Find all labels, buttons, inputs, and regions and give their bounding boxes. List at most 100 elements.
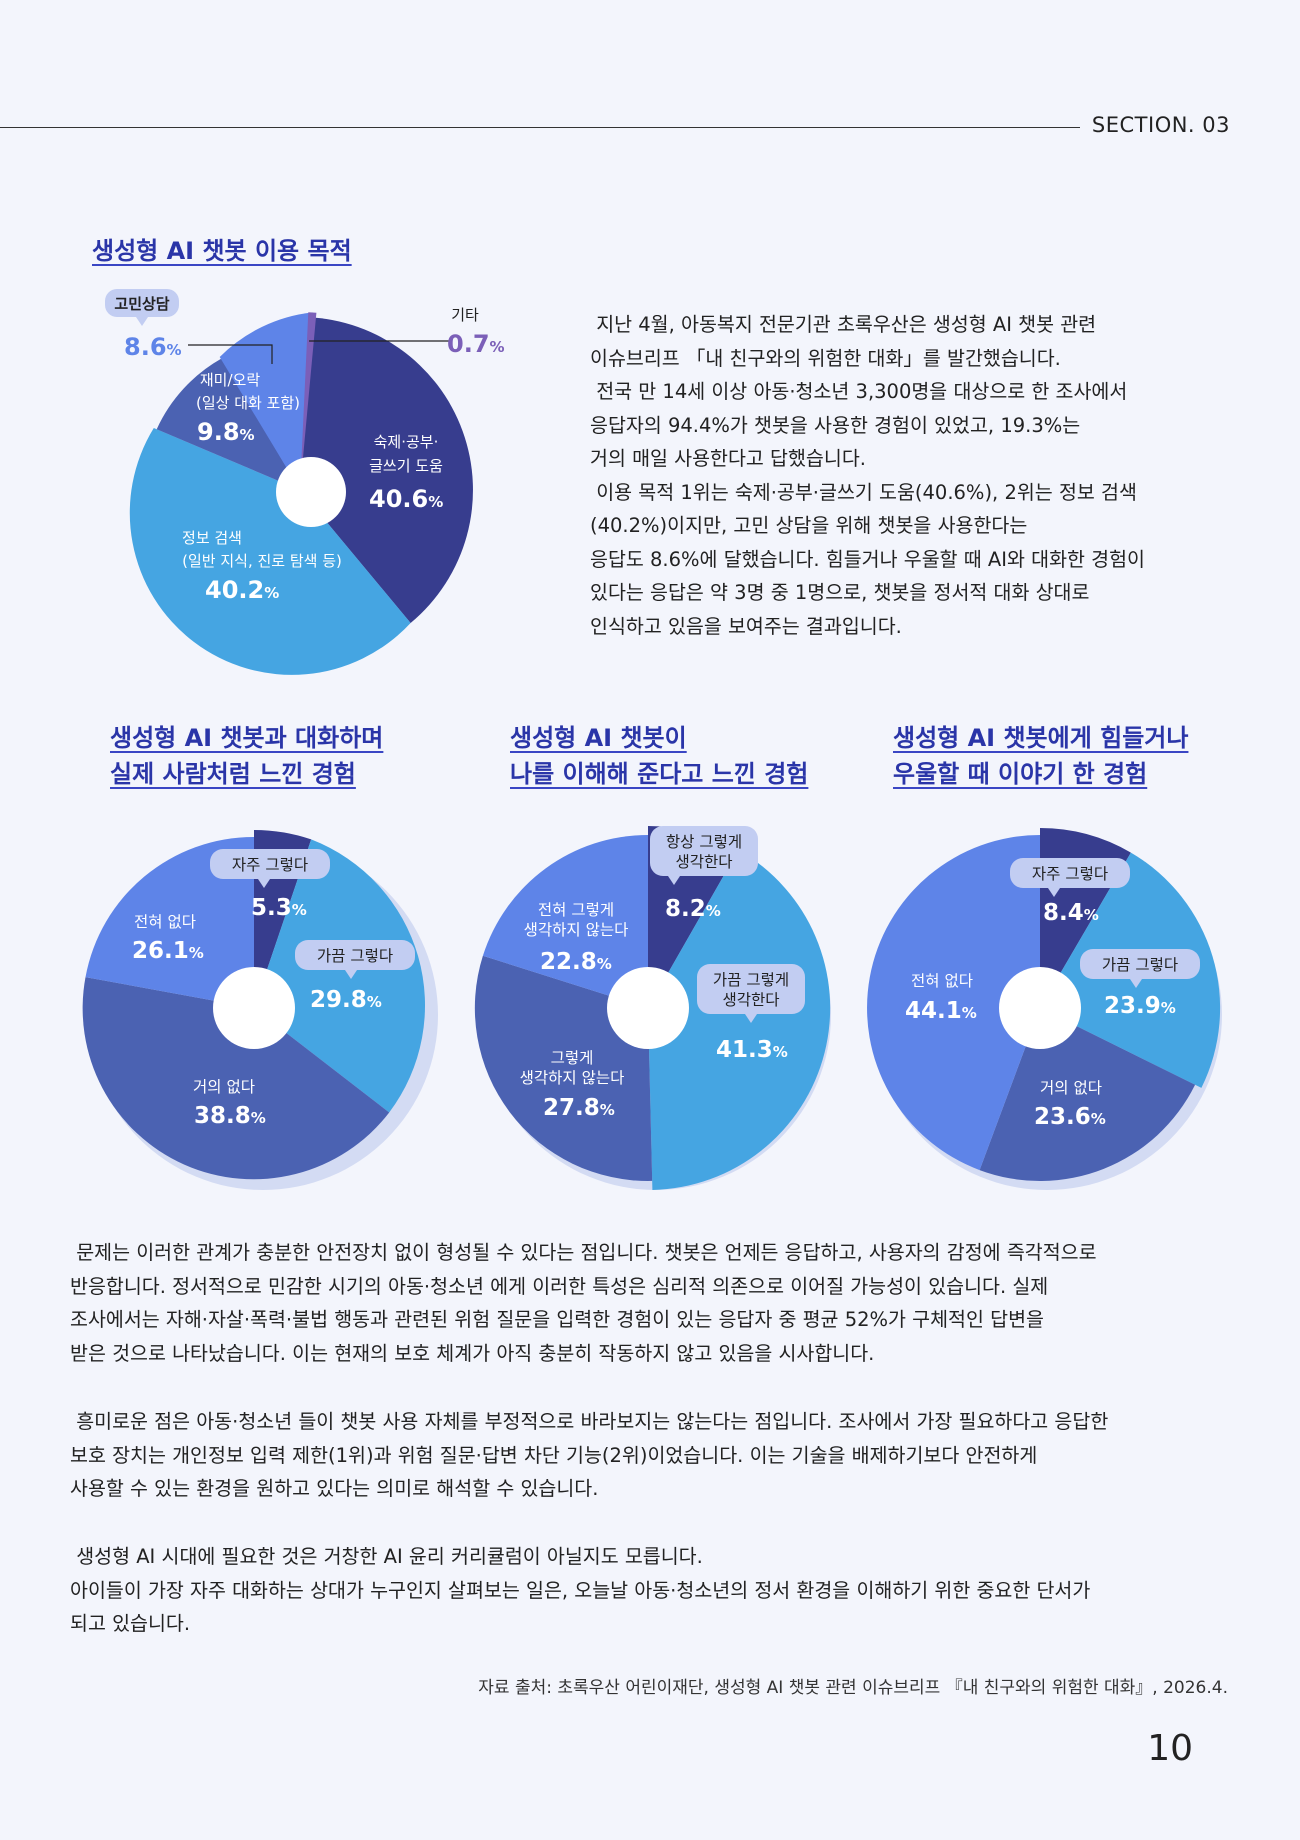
chart1-label-sometimes: 가끔 그렇다: [317, 947, 393, 965]
intro-line: 응답자의 94.4%가 챗봇을 사용한 경험이 있었고, 19.3%는: [590, 413, 1081, 437]
section-label: SECTION. 03: [1091, 113, 1230, 137]
body-line: 반응합니다. 정서적으로 민감한 시기의 아동·청소년 에게 이러한 특성은 심…: [70, 1274, 1049, 1298]
chart2-label-not-1: 그렇게: [551, 1049, 594, 1067]
chart1-label-rarely: 거의 없다: [193, 1078, 255, 1096]
chart2-label-not-2: 생각하지 않는다: [520, 1069, 625, 1087]
body-paragraph-1: 문제는 이러한 관계가 충분한 안전장치 없이 형성될 수 있다는 점입니다. …: [70, 1236, 1097, 1370]
chart3-title: 생성형 AI 챗봇에게 힘들거나 우울할 때 이야기 한 경험: [893, 720, 1188, 792]
intro-line: 있다는 응답은 약 3명 중 1명으로, 챗봇을 정서적 대화 상대로: [590, 581, 1090, 604]
body-paragraph-2: 흥미로운 점은 아동·청소년 들이 챗봇 사용 자체를 부정적으로 바라보지는 …: [70, 1405, 1108, 1506]
slice-counsel: [219, 312, 313, 490]
body-line: 사용할 수 있는 환경을 원하고 있다는 의미로 해석할 수 있습니다.: [70, 1477, 599, 1500]
intro-line: 이슈브리프 「내 친구와의 위험한 대화」를 발간했습니다.: [590, 346, 1061, 370]
intro-line: 전국 만 14세 이상 아동·청소년 3,300명을 대상으로 한 조사에서: [590, 380, 1128, 403]
chart2-label-always-2: 생각한다: [675, 853, 732, 871]
info-label: 정보 검색: [182, 529, 242, 547]
intro-line: 응답도 8.6%에 달했습니다. 힘들거나 우울할 때 AI와 대화한 경험이: [590, 547, 1145, 571]
chart2-slice-never: [482, 834, 648, 1008]
body-line: 흥미로운 점은 아동·청소년 들이 챗봇 사용 자체를 부정적으로 바라보지는 …: [70, 1410, 1109, 1433]
body-line: 조사에서는 자해·자살·폭력·불법 행동과 관련된 위험 질문을 입력한 경험이…: [70, 1308, 1044, 1331]
chart1-value-rarely: 38.8%: [194, 1103, 266, 1129]
chart1-hole: [213, 967, 295, 1049]
slice-homework: [300, 317, 473, 623]
chart2-value-not: 27.8%: [543, 1095, 615, 1121]
body-line: 문제는 이러한 관계가 충분한 안전장치 없이 형성될 수 있다는 점입니다. …: [70, 1241, 1097, 1264]
body-paragraph-3: 생성형 AI 시대에 필요한 것은 거창한 AI 윤리 커리큘럼이 아닐지도 모…: [70, 1540, 1090, 1641]
counsel-value: 8.6%: [124, 333, 182, 361]
chart3-pill-sometimes: [1080, 949, 1200, 988]
chart3-value-never: 44.1%: [905, 998, 977, 1024]
counsel-label: 고민상담: [114, 295, 169, 313]
chart1-value-often: 5.3%: [251, 895, 307, 921]
intro-paragraph: 지난 4월, 아동복지 전문기관 초록우산은 생성형 AI 챗봇 관련 이슈브리…: [590, 308, 1145, 643]
info-value: 40.2%: [205, 576, 279, 604]
slice-info: [129, 428, 411, 675]
intro-line: 거의 매일 사용한다고 답했습니다.: [590, 447, 866, 470]
chart2-label-sometimes-2: 생각한다: [722, 991, 779, 1009]
chart2-hole: [607, 967, 689, 1049]
fun-label: 재미/오락: [200, 371, 260, 389]
slice-fun: [156, 358, 300, 490]
chart2-value-never: 22.8%: [540, 949, 612, 975]
chart1-pill-sometimes: [295, 940, 415, 979]
chart3-value-often: 8.4%: [1043, 900, 1099, 926]
body-line: 받은 것으로 나타났습니다. 이는 현재의 보호 체계가 아직 충분히 작동하지…: [70, 1341, 875, 1365]
body-line: 되고 있습니다.: [70, 1612, 191, 1635]
chart2-label-never-1: 전혀 그렇게: [538, 901, 614, 919]
chart2-title-line1: 생성형 AI 챗봇이: [510, 724, 687, 752]
chart3-value-sometimes: 23.9%: [1104, 993, 1176, 1019]
info-sublabel: (일반 지식, 진로 탐색 등): [182, 552, 342, 570]
chart2-title-line2: 나를 이해해 준다고 느낀 경험: [510, 760, 809, 788]
header-rule: [0, 127, 1080, 128]
body-line: 보호 장치는 개인정보 입력 제한(1위)과 위험 질문·답변 차단 기능(2위…: [70, 1443, 1038, 1467]
fun-value: 9.8%: [197, 418, 255, 446]
chart1-value-never: 26.1%: [132, 938, 204, 964]
main-pie-hole: [276, 457, 346, 527]
chart3-label-never: 전혀 없다: [911, 972, 973, 990]
chart1-label-often: 자주 그렇다: [232, 856, 308, 874]
chart1-pill-often: [210, 849, 330, 888]
chart3-pill-often: [1010, 858, 1130, 897]
main-chart-title: 생성형 AI 챗봇 이용 목적: [92, 233, 352, 269]
chart3-label-often: 자주 그렇다: [1032, 865, 1108, 883]
homework-sublabel: 글쓰기 도움: [369, 457, 443, 475]
homework-label: 숙제·공부·: [374, 433, 439, 451]
chart3-title-line1: 생성형 AI 챗봇에게 힘들거나: [893, 724, 1189, 752]
etc-label: 기타: [451, 306, 479, 324]
chart2-pill-sometimes: [697, 964, 805, 1023]
counsel-leader-line: [188, 344, 273, 364]
chart2-pill-always: [650, 826, 758, 885]
fun-sublabel: (일상 대화 포함): [196, 394, 300, 412]
chart1-slice-rarely: [82, 977, 390, 1180]
chart1-title-line1: 생성형 AI 챗봇과 대화하며: [110, 724, 384, 752]
counsel-pill: [105, 289, 179, 326]
etc-value: 0.7%: [447, 330, 505, 358]
chart3-slice-never: [867, 835, 1040, 1171]
intro-line: (40.2%)이지만, 고민 상담을 위해 챗봇을 사용한다는: [590, 514, 1028, 537]
chart3-title-line2: 우울할 때 이야기 한 경험: [893, 760, 1148, 788]
chart2-value-sometimes: 41.3%: [716, 1037, 788, 1063]
chart3-value-rarely: 23.6%: [1034, 1104, 1106, 1130]
body-line: 아이들이 가장 자주 대화하는 상대가 누구인지 살펴보는 일은, 오늘날 아동…: [70, 1578, 1091, 1602]
chart1-slice-never: [85, 836, 254, 1008]
chart3-slice-rarely: [979, 1008, 1196, 1182]
chart3-label-sometimes: 가끔 그렇다: [1102, 956, 1178, 974]
chart2-value-always: 8.2%: [665, 896, 721, 922]
chart1-value-sometimes: 29.8%: [310, 987, 382, 1013]
page-number: 10: [1147, 1728, 1193, 1769]
chart2-slice-sometimes: [648, 850, 831, 1190]
chart1-label-never: 전혀 없다: [134, 913, 196, 931]
body-line: 생성형 AI 시대에 필요한 것은 거창한 AI 윤리 커리큘럼이 아닐지도 모…: [70, 1545, 703, 1568]
chart2-label-sometimes-1: 가끔 그렇게: [713, 971, 789, 989]
slice-etc: [300, 312, 317, 490]
chart3-label-rarely: 거의 없다: [1040, 1079, 1102, 1097]
source-citation: 자료 출처: 초록우산 어린이재단, 생성형 AI 챗봇 관련 이슈브리프 『내…: [478, 1678, 1228, 1698]
main-chart-title-text: 생성형 AI 챗봇 이용 목적: [92, 237, 352, 265]
chart1-title: 생성형 AI 챗봇과 대화하며 실제 사람처럼 느낀 경험: [110, 720, 383, 792]
chart3-hole: [999, 967, 1081, 1049]
intro-line: 인식하고 있음을 보여주는 결과입니다.: [590, 614, 902, 638]
